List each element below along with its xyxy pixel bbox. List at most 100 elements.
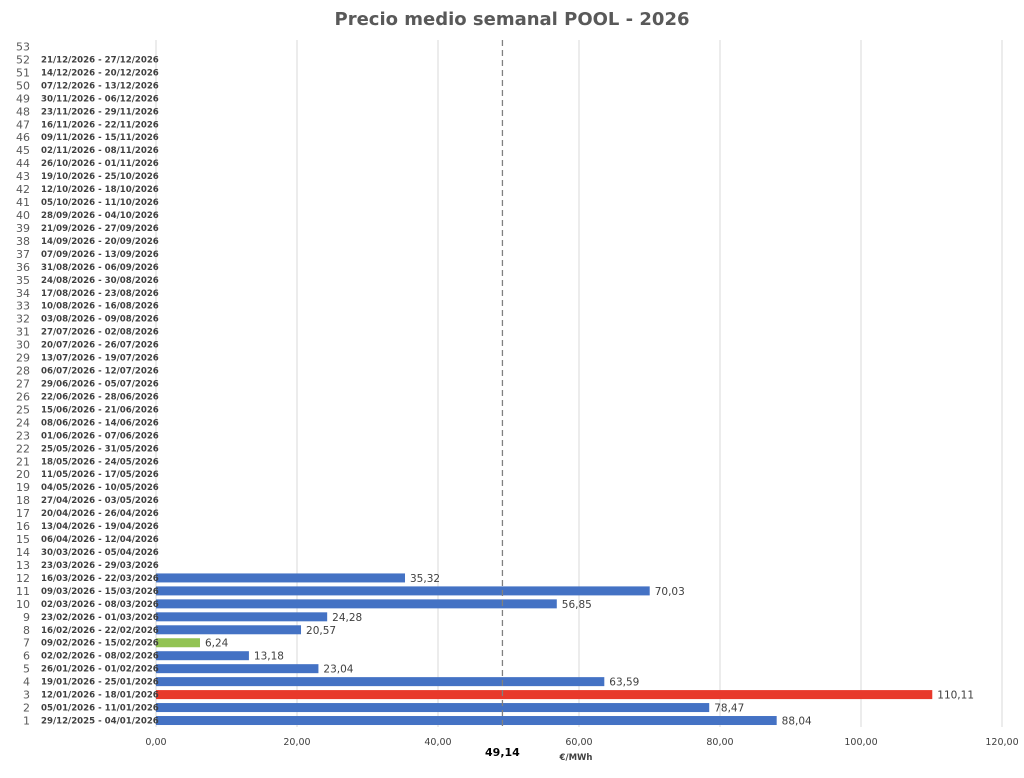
- week-date-label: 09/03/2026 - 15/03/2026: [41, 587, 159, 597]
- week-date-label: 18/05/2026 - 24/05/2026: [41, 457, 159, 467]
- bar-value-label: 88,04: [782, 716, 812, 728]
- x-tick-label: 20,00: [283, 737, 310, 748]
- bar-week-3: [156, 690, 933, 700]
- week-date-label: 27/04/2026 - 03/05/2026: [41, 496, 159, 506]
- bar-value-label: 56,85: [562, 599, 592, 611]
- week-number: 16: [16, 520, 30, 533]
- week-date-label: 12/01/2026 - 18/01/2026: [41, 691, 159, 701]
- week-number: 44: [16, 157, 30, 170]
- week-number: 20: [16, 468, 30, 481]
- chart-title: Precio medio semanal POOL - 2026: [335, 9, 690, 30]
- week-number: 13: [16, 559, 30, 572]
- week-date-label: 26/01/2026 - 01/02/2026: [41, 665, 159, 675]
- average-line-group: 49,14: [485, 40, 520, 759]
- x-tick-label: 0,00: [145, 737, 166, 748]
- week-number: 17: [16, 507, 30, 520]
- week-date-label: 25/05/2026 - 31/05/2026: [41, 444, 159, 454]
- week-date-label: 16/02/2026 - 22/02/2026: [41, 626, 159, 636]
- week-date-label: 23/03/2026 - 29/03/2026: [41, 561, 159, 571]
- week-number: 45: [16, 144, 30, 157]
- week-date-label: 28/09/2026 - 04/10/2026: [41, 211, 159, 221]
- week-number: 30: [16, 339, 30, 352]
- bar-week-9: [156, 612, 328, 622]
- week-date-label: 30/11/2026 - 06/12/2026: [41, 94, 159, 104]
- bar-week-10: [156, 599, 557, 609]
- week-date-label: 19/10/2026 - 25/10/2026: [41, 172, 159, 182]
- bar-week-2: [156, 703, 710, 713]
- bar-value-label: 70,03: [655, 586, 685, 598]
- week-date-label: 29/12/2025 - 04/01/2026: [41, 717, 159, 727]
- bar-value-label: 110,11: [937, 690, 974, 702]
- week-date-label: 16/03/2026 - 22/03/2026: [41, 574, 159, 584]
- week-date-label: 02/02/2026 - 08/02/2026: [41, 652, 159, 662]
- week-number: 18: [16, 494, 30, 507]
- week-number: 27: [16, 378, 30, 391]
- week-number: 23: [16, 429, 30, 442]
- bar-week-8: [156, 625, 302, 635]
- week-date-label: 14/09/2026 - 20/09/2026: [41, 237, 159, 247]
- x-tick-label: 40,00: [424, 737, 451, 748]
- week-date-label: 29/06/2026 - 05/07/2026: [41, 380, 159, 390]
- week-number: 25: [16, 403, 30, 416]
- week-date-label: 02/03/2026 - 08/03/2026: [41, 600, 159, 610]
- week-number: 53: [16, 40, 30, 53]
- week-date-label: 07/12/2026 - 13/12/2026: [41, 81, 159, 91]
- week-date-label: 09/02/2026 - 15/02/2026: [41, 639, 159, 649]
- week-date-label: 08/06/2026 - 14/06/2026: [41, 418, 159, 428]
- week-number: 34: [16, 287, 30, 300]
- week-date-label: 24/08/2026 - 30/08/2026: [41, 276, 159, 286]
- week-number: 52: [16, 53, 30, 66]
- x-tick-label: 60,00: [565, 737, 592, 748]
- week-date-label: 13/07/2026 - 19/07/2026: [41, 354, 159, 364]
- week-number: 49: [16, 92, 30, 105]
- week-number: 51: [16, 66, 30, 79]
- week-date-label: 10/08/2026 - 16/08/2026: [41, 302, 159, 312]
- week-date-label: 17/08/2026 - 23/08/2026: [41, 289, 159, 299]
- week-number: 35: [16, 274, 30, 287]
- week-date-label: 13/04/2026 - 19/04/2026: [41, 522, 159, 532]
- week-number: 38: [16, 235, 30, 248]
- week-number: 12: [16, 572, 30, 585]
- week-date-label: 14/12/2026 - 20/12/2026: [41, 68, 159, 78]
- bar-week-5: [156, 664, 319, 674]
- week-number: 6: [23, 650, 30, 663]
- week-date-label: 09/11/2026 - 15/11/2026: [41, 133, 159, 143]
- week-number: 7: [23, 637, 30, 650]
- week-date-label: 05/10/2026 - 11/10/2026: [41, 198, 159, 208]
- bar-value-label: 35,32: [410, 573, 440, 585]
- week-number: 2: [23, 702, 30, 715]
- week-date-label: 22/06/2026 - 28/06/2026: [41, 392, 159, 402]
- week-date-label: 03/08/2026 - 09/08/2026: [41, 315, 159, 325]
- week-date-label: 21/09/2026 - 27/09/2026: [41, 224, 159, 234]
- bar-value-label: 6,24: [205, 638, 229, 650]
- week-date-label: 06/07/2026 - 12/07/2026: [41, 367, 159, 377]
- bar-week-6: [156, 651, 249, 661]
- bar-value-label: 24,28: [332, 612, 362, 624]
- week-date-label: 11/05/2026 - 17/05/2026: [41, 470, 159, 480]
- week-date-label: 07/09/2026 - 13/09/2026: [41, 250, 159, 260]
- week-number: 46: [16, 131, 30, 144]
- week-date-label: 31/08/2026 - 06/09/2026: [41, 263, 159, 273]
- week-number: 11: [16, 585, 30, 598]
- week-number: 47: [16, 118, 30, 131]
- week-date-label: 06/04/2026 - 12/04/2026: [41, 535, 159, 545]
- week-number: 48: [16, 105, 30, 118]
- week-number: 14: [16, 546, 30, 559]
- bars: 88,04 78,47 110,11 63,59 23,04 13,18 6,24 20,57…: [156, 573, 974, 728]
- week-date-label: 30/03/2026 - 05/04/2026: [41, 548, 159, 558]
- week-number: 22: [16, 442, 30, 455]
- week-date-label: 02/11/2026 - 08/11/2026: [41, 146, 159, 156]
- week-number: 21: [16, 455, 30, 468]
- week-date-label: 05/01/2026 - 11/01/2026: [41, 704, 159, 714]
- x-axis-label: €/MWh: [559, 753, 593, 763]
- week-date-label: 15/06/2026 - 21/06/2026: [41, 405, 159, 415]
- week-number: 3: [23, 689, 30, 702]
- week-date-label: 23/11/2026 - 29/11/2026: [41, 107, 159, 117]
- week-number: 36: [16, 261, 30, 274]
- week-number: 19: [16, 481, 30, 494]
- week-number: 41: [16, 196, 30, 209]
- week-number: 4: [23, 676, 30, 689]
- average-value-label: 49,14: [485, 746, 520, 759]
- week-date-label: 27/07/2026 - 02/08/2026: [41, 328, 159, 338]
